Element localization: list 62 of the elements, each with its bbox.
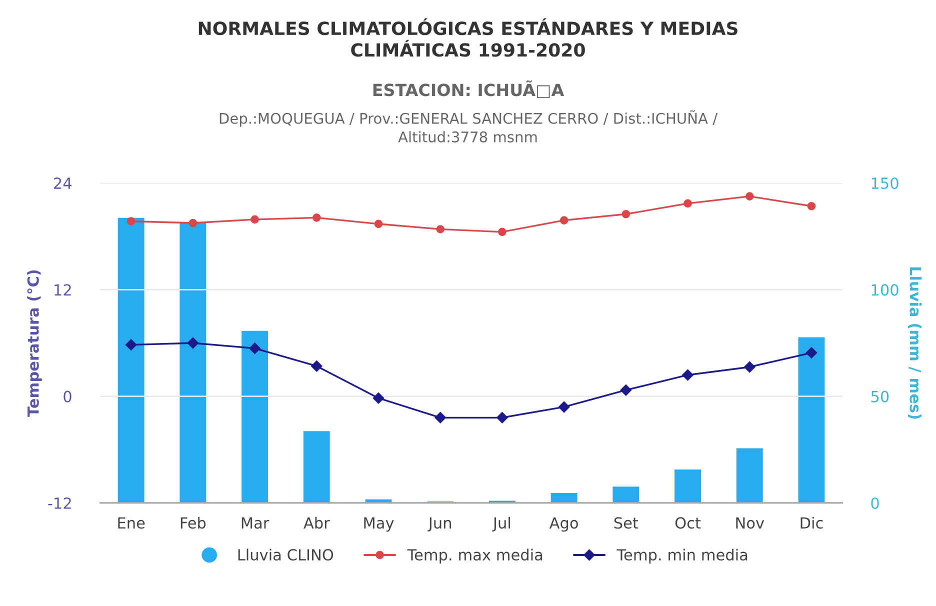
point [622,210,630,218]
point [560,216,568,225]
point [372,392,384,404]
legend-label: Temp. max media [407,548,542,564]
text: Dep.:MOQUEGUA / Prov.:GENERAL SANCHEZ CERRO / Dist.:ICHUÑA / Altitud:3778 msnm [220,110,718,142]
point [250,215,259,224]
x-tick-label: Jun [428,517,451,532]
point [684,199,692,208]
x-tick-label: Oct [675,517,701,529]
bar [673,468,702,503]
point [745,192,754,201]
y2-tick-label: 150 [872,177,898,190]
bar [302,430,332,503]
y-tick-label: 24 [54,177,72,189]
x-tick-label: Nov [736,517,764,529]
point [620,384,632,396]
x-tick-label: Ene [118,517,145,529]
point [187,337,199,349]
bar [611,485,641,503]
legend-label: Temp. min media [616,548,748,564]
x-tick-label: Ago [549,517,578,532]
point [558,401,570,413]
point [125,339,137,350]
point [249,342,260,354]
point [498,228,506,236]
bar [116,216,146,503]
point [188,218,198,228]
chart-subtitle: ESTACION: ICHUÃ□A [373,80,564,98]
point [312,214,321,222]
y2-axis-title: Lluvia (mm / mes) [908,267,922,419]
point [434,412,446,424]
y2-tick-label: 0 [871,497,879,509]
bar [735,446,764,503]
y-axis-title: Temperatura (°C) [27,270,42,417]
bar [426,500,455,503]
point [807,202,816,210]
x-tick-label: Jul [492,516,510,532]
bar [796,336,826,503]
point [496,412,508,424]
bar [364,498,394,503]
point [374,220,383,228]
y2-tick-label: 50 [871,390,889,402]
point [311,360,322,372]
x-tick-label: Abr [304,516,330,529]
y-tick-label: 0 [64,390,72,402]
point [806,347,818,358]
point [436,225,445,234]
y-tick-label: -12 [48,497,71,509]
x-tick-label: May [364,517,394,532]
point [744,361,756,373]
bar [240,330,270,503]
x-tick-label: Set [614,517,638,529]
y-tick-label: 12 [54,284,71,296]
x-tick-label: Dic [800,516,823,529]
y2-tick-label: 100 [872,284,898,296]
point [682,369,694,381]
point [126,217,136,226]
x-tick-label: Feb [180,516,206,529]
bar [549,492,579,503]
legend-label: Lluvia CLINO [238,548,334,561]
x-tick-label: Mar [242,517,270,529]
chart-title: NORMALES CLIMATOLÓGICAS ESTÁNDARES Y MEDIAS CLIMÁTICAS 1991-2020 [198,18,738,57]
